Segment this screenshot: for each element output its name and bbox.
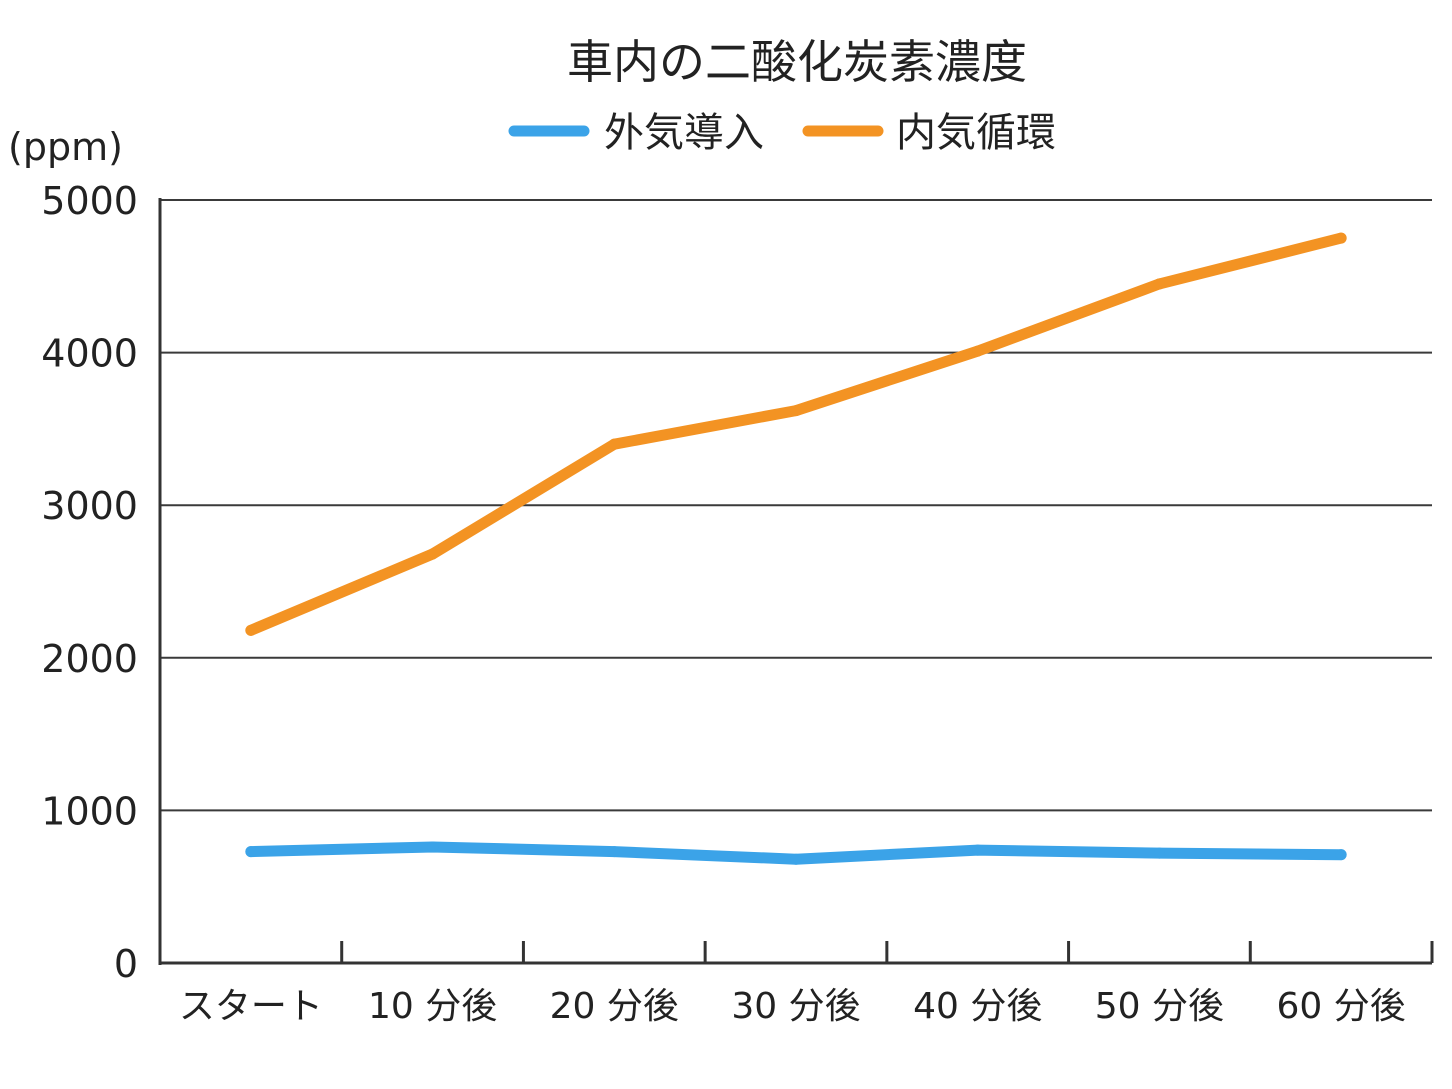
y-tick-label-2000: 2000: [41, 637, 138, 681]
x-tick-label-2: 20 分後: [550, 986, 679, 1027]
legend: 外気導入 内気循環: [508, 110, 1056, 156]
series-layer: [245, 232, 1347, 865]
data-point-s1-6: [1335, 232, 1347, 244]
y-tick-label-3000: 3000: [41, 484, 138, 528]
chart-title: 車内の二酸化炭素濃度: [567, 35, 1027, 89]
data-point-s0-0: [245, 846, 257, 858]
y-tick-label-1000: 1000: [41, 789, 138, 833]
x-tick-label-3: 30 分後: [731, 986, 860, 1027]
y-axis-unit-label: (ppm): [8, 125, 123, 169]
y-tick-label-0: 0: [114, 942, 138, 986]
grid-layer: [160, 199, 1432, 812]
data-point-s1-5: [1153, 278, 1165, 290]
series-line-1: [245, 232, 1347, 636]
data-point-s0-3: [790, 853, 802, 865]
data-point-s1-1: [427, 548, 439, 560]
axes-layer: 0 1000 2000 3000 4000 5000 スタート 10 分後 20 分後 30 分後…: [41, 179, 1434, 1027]
x-tick-label-1: 10 分後: [368, 986, 497, 1027]
x-tick-label-6: 60 分後: [1277, 986, 1406, 1027]
y-tick-label-4000: 4000: [41, 332, 138, 376]
data-point-s0-2: [608, 846, 620, 858]
data-point-s0-6: [1335, 849, 1347, 861]
data-point-s1-2: [608, 438, 620, 450]
x-tick-label-4: 40 分後: [913, 986, 1042, 1027]
x-tick-label-5: 50 分後: [1095, 986, 1224, 1027]
data-point-s0-5: [1153, 847, 1165, 859]
data-point-s1-0: [245, 624, 257, 636]
x-tick-label-0: スタート: [179, 986, 323, 1027]
data-point-s1-3: [790, 405, 802, 417]
legend-label-recirculation: 内気循環: [896, 110, 1056, 156]
data-point-s0-1: [427, 841, 439, 853]
y-tick-label-5000: 5000: [41, 179, 138, 223]
data-point-s1-4: [972, 345, 984, 357]
data-point-s0-4: [972, 844, 984, 856]
legend-label-outside-air: 外気導入: [604, 110, 764, 156]
